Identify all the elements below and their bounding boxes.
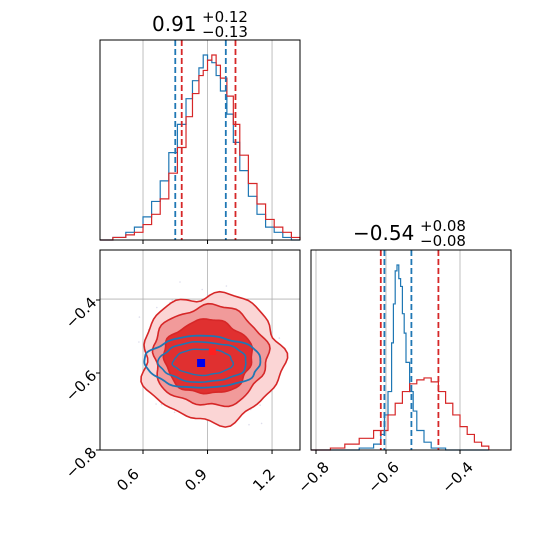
title-param2-sub: −0.08 [420,232,466,250]
y-tick-label-param2: −0.8 [62,444,100,482]
scatter-point [179,281,181,283]
x-tick-label-param2: −0.8 [294,458,332,496]
contour-b-outer [143,334,262,389]
hist2-series-a [311,377,490,451]
x-tick-label-param1: 0.6 [113,465,143,495]
title-param1-sub: −0.13 [202,23,248,41]
hist1-frame [99,39,301,241]
x-tick-label-param2: −0.6 [364,458,402,496]
hist1-series-a [100,54,301,241]
scatter-point [259,404,261,407]
scatter-point [171,299,173,302]
scatter-point [155,403,157,405]
center-marker-b [197,359,206,367]
x-tick-label-param1: 0.9 [181,465,211,495]
scatter-point [201,288,203,291]
title-param2: −0.54 [353,221,414,245]
contour-b-inner [171,348,235,377]
scatter-point [278,337,281,339]
scatter-panel-2d [96,249,301,454]
y-tick-label-param2: −0.6 [62,367,100,405]
scatter-point [138,341,140,343]
center-marker-a [208,348,216,355]
scatter-point [206,293,209,296]
title-param1: 0.91 [152,12,197,36]
scatter-point [160,403,163,406]
scatter-point [156,306,158,309]
scatter-point [225,285,228,287]
scatter-point [260,422,263,425]
title-param1-sup: +0.12 [202,8,248,26]
title-param2-sup: +0.08 [420,217,466,235]
hist1-background [100,40,300,240]
scatter-point [248,423,250,426]
panel2d-frame [99,249,301,451]
hist2-frame [310,249,512,451]
scatter-point [173,411,176,414]
scatter-point [138,316,141,318]
y-tick-label-param2: −0.4 [62,294,100,332]
x-tick-label-param2: −0.4 [438,458,476,496]
hist-panel-param1 [99,39,301,244]
contour-b-mid [156,341,247,383]
hist1-series-b [100,54,300,241]
hist-panel-param2 [310,249,512,454]
x-tick-label-param1: 1.2 [249,465,279,495]
